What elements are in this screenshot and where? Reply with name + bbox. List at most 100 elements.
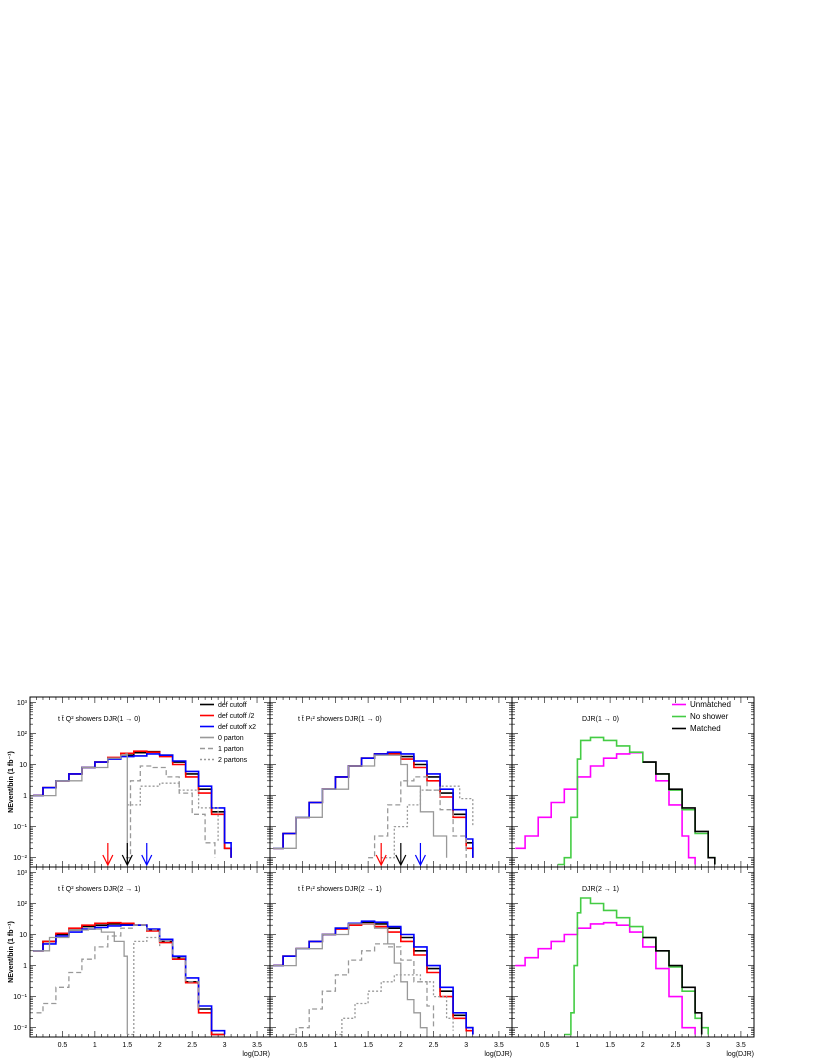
x-tick-label: 3.5: [252, 1042, 262, 1049]
series-line: [642, 761, 716, 865]
series-line: [273, 920, 474, 1035]
plot-area: [515, 736, 716, 866]
x-axis-label: log(DJR): [484, 1051, 512, 1058]
panel-title: t t̄ Pₜ² showers DJR(1 → 0): [298, 715, 382, 723]
series-line: [33, 923, 225, 1036]
y-tick-label: 1: [23, 793, 27, 800]
y-axis-label: NEvent/bin (1 fb⁻¹): [8, 751, 15, 813]
y-tick-label: 10²: [17, 901, 28, 908]
series-line: [127, 936, 161, 1036]
legend-label: def cutoff: [218, 702, 247, 709]
plot-frame: [511, 696, 755, 868]
series-line: [33, 928, 128, 1035]
y-axis-label: NEvent/bin (1 fb⁻¹): [8, 921, 15, 983]
legend-label: Matched: [690, 724, 721, 733]
cutoff-arrow-head: [141, 854, 153, 867]
legend-label: def cutoff /2: [218, 713, 255, 720]
y-tick-label: 10²: [17, 731, 28, 738]
y-tick-label: 10⁻¹: [13, 994, 27, 1001]
series-line: [368, 776, 467, 859]
x-tick-label: 3: [706, 1042, 710, 1049]
x-tick-label: 0.5: [58, 1042, 68, 1049]
panel-title: t t̄ Pₜ² showers DJR(2 → 1): [298, 885, 382, 893]
legend-label: def cutoff x2: [218, 724, 256, 731]
cutoff-arrow-head: [414, 854, 426, 867]
panel-title: t t̄ Q² showers DJR(1 → 0): [58, 715, 140, 723]
x-tick-label: 1: [575, 1042, 579, 1049]
y-tick-label: 10⁻²: [13, 1025, 27, 1032]
y-tick-label: 10³: [17, 700, 28, 707]
legend-label: No shower: [690, 712, 729, 721]
y-tick-label: 10⁻²: [13, 855, 27, 862]
x-tick-label: 1: [93, 1042, 97, 1049]
panel-bottom-middle: 0.5 1 1.5 2 2.5 3 3.5 log(DJR) t t̄ Pₜ² showers …: [269, 866, 513, 1058]
x-tick-label: 2: [399, 1042, 403, 1049]
plot-area: [515, 897, 709, 1036]
cutoff-arrow-head: [102, 854, 114, 867]
series-line: [273, 921, 474, 1035]
series-line: [289, 943, 435, 1036]
series-line: [36, 924, 200, 1014]
panel-bottom-right: 0.5 1 1.5 2 2.5 3 3.5 log(DJR) DJR(2 → 1): [511, 866, 755, 1058]
x-axis-label: log(DJR): [242, 1051, 270, 1058]
series-line: [564, 897, 709, 1036]
x-tick-label: 1.5: [122, 1042, 132, 1049]
y-tick-label: 10³: [17, 870, 28, 877]
x-tick-label: 3.5: [494, 1042, 504, 1049]
x-tick-label: 0.5: [298, 1042, 308, 1049]
series-line: [273, 923, 428, 1035]
legend-label: 0 parton: [218, 735, 244, 742]
cutoff-arrow-head: [121, 854, 133, 867]
series-line: [557, 736, 716, 866]
series-line: [273, 753, 474, 858]
x-tick-label: 3.5: [736, 1042, 746, 1049]
y-tick-label: 10: [19, 762, 27, 769]
plot-area: [273, 751, 474, 859]
panel-top-left: 10⁻² 10⁻¹ 1 10 10² 10³ NEvent/bin (1 fb⁻¹) t t̄…: [8, 696, 271, 868]
series-line: [33, 753, 232, 858]
series-line: [273, 751, 474, 858]
series-line: [33, 753, 128, 865]
x-tick-label: 2.5: [671, 1042, 681, 1049]
series-line: [273, 923, 474, 1035]
x-tick-label: 1: [333, 1042, 337, 1049]
series-line: [642, 936, 703, 1035]
series-line: [126, 765, 216, 859]
plot-area: [33, 921, 226, 1036]
x-tick-label: 2.5: [429, 1042, 439, 1049]
plot-frame: [511, 866, 755, 1038]
legend-label: Unmatched: [690, 700, 731, 709]
y-tick-label: 10: [19, 932, 27, 939]
x-tick-label: 1.5: [605, 1042, 615, 1049]
series-line: [515, 921, 696, 1035]
plot-area: [33, 750, 232, 865]
series-line: [127, 782, 219, 843]
series-line: [273, 751, 474, 858]
legend-label: 1 parton: [218, 746, 244, 753]
series-line: [335, 974, 454, 1036]
series-line: [381, 785, 474, 859]
y-tick-label: 10⁻¹: [13, 824, 27, 831]
panel-title: DJR(1 → 0): [582, 716, 619, 723]
cutoff-arrow-head: [375, 854, 387, 867]
series-line: [515, 751, 696, 865]
x-tick-label: 2: [641, 1042, 645, 1049]
panel-bottom-left: 0.5 1 1.5 2 2.5 3 3.5 10⁻² 10⁻¹ 1 10 10² 10³ NEvent/b…: [8, 866, 271, 1058]
legend-label: 2 partons: [218, 757, 248, 764]
plot-area: [273, 920, 474, 1036]
panel-top-middle: t t̄ Pₜ² showers DJR(1 → 0): [269, 696, 513, 868]
x-tick-label: 2.5: [187, 1042, 197, 1049]
x-tick-label: 1.5: [363, 1042, 373, 1049]
x-axis-label: log(DJR): [726, 1051, 754, 1058]
panel-title: t t̄ Q² showers DJR(2 → 1): [58, 885, 140, 893]
y-tick-label: 1: [23, 963, 27, 970]
cutoff-arrow-head: [395, 854, 407, 867]
series-line: [273, 754, 448, 858]
series-line: [33, 921, 225, 1036]
x-tick-label: 0.5: [540, 1042, 550, 1049]
series-line: [33, 924, 226, 1035]
x-tick-label: 3: [223, 1042, 227, 1049]
panel-top-right: DJR(1 → 0) Unmatched No shower Matched: [511, 696, 755, 868]
x-tick-label: 3: [464, 1042, 468, 1049]
